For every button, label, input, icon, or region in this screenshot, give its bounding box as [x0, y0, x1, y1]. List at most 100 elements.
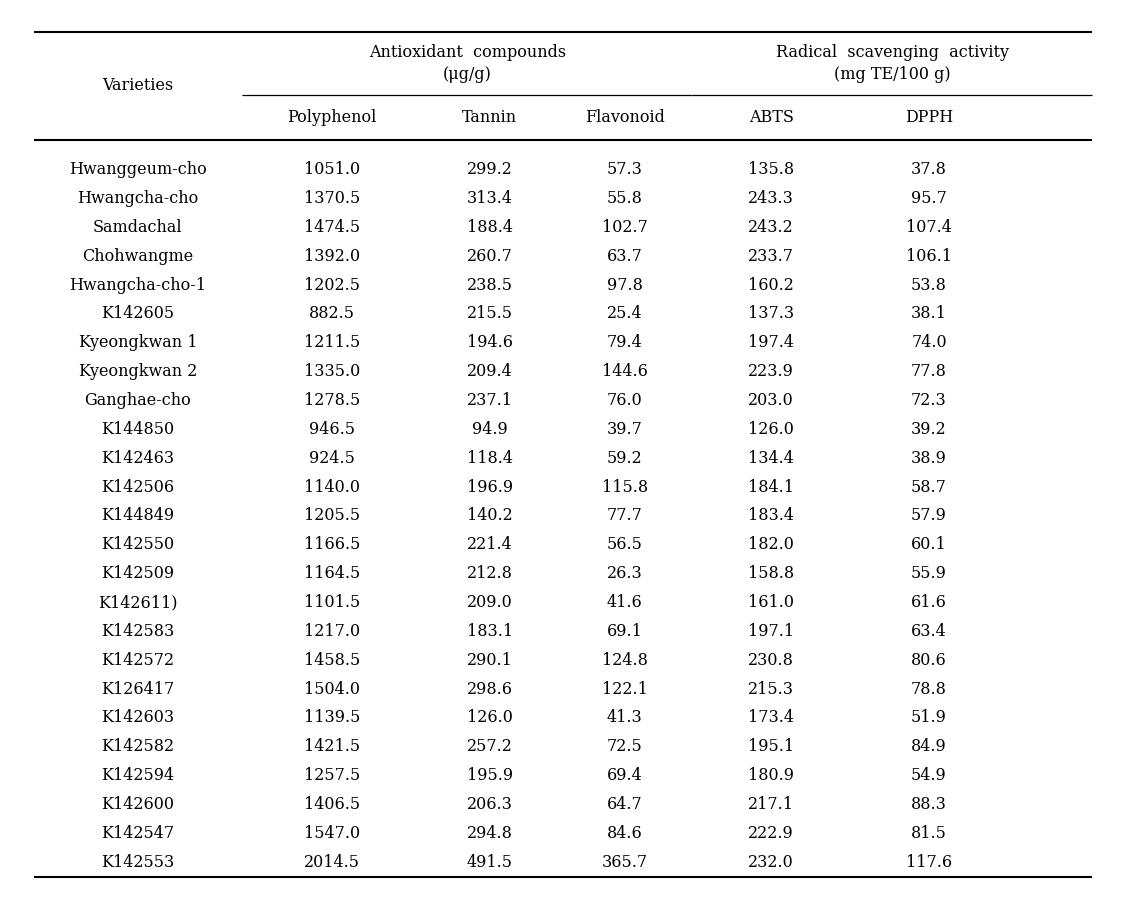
Text: 1335.0: 1335.0	[304, 364, 360, 380]
Text: ABTS: ABTS	[749, 109, 794, 125]
Text: 1205.5: 1205.5	[304, 508, 360, 524]
Text: 69.1: 69.1	[607, 623, 643, 640]
Text: 124.8: 124.8	[602, 652, 647, 668]
Text: 41.6: 41.6	[607, 594, 643, 611]
Text: Tannin: Tannin	[463, 109, 517, 125]
Text: 365.7: 365.7	[602, 854, 647, 870]
Text: 78.8: 78.8	[911, 681, 947, 697]
Text: 209.0: 209.0	[467, 594, 512, 611]
Text: 84.6: 84.6	[607, 825, 643, 842]
Text: 56.5: 56.5	[607, 537, 643, 553]
Text: K142603: K142603	[101, 710, 175, 726]
Text: 55.9: 55.9	[911, 566, 947, 582]
Text: 97.8: 97.8	[607, 277, 643, 293]
Text: Kyeongkwan 1: Kyeongkwan 1	[79, 335, 197, 351]
Text: K142600: K142600	[101, 796, 175, 813]
Text: 222.9: 222.9	[749, 825, 794, 842]
Text: 72.5: 72.5	[607, 739, 643, 755]
Text: 1406.5: 1406.5	[304, 796, 360, 813]
Text: 1370.5: 1370.5	[304, 190, 360, 207]
Text: 1202.5: 1202.5	[304, 277, 360, 293]
Text: K142463: K142463	[101, 450, 175, 466]
Text: 1278.5: 1278.5	[304, 392, 360, 409]
Text: 51.9: 51.9	[911, 710, 947, 726]
Text: 257.2: 257.2	[467, 739, 512, 755]
Text: 106.1: 106.1	[906, 248, 951, 264]
Text: 180.9: 180.9	[749, 768, 794, 784]
Text: 79.4: 79.4	[607, 335, 643, 351]
Text: K142611): K142611)	[98, 594, 178, 611]
Text: 38.9: 38.9	[911, 450, 947, 466]
Text: 1164.5: 1164.5	[304, 566, 360, 582]
Text: 232.0: 232.0	[749, 854, 794, 870]
Text: 94.9: 94.9	[472, 421, 508, 437]
Text: 77.8: 77.8	[911, 364, 947, 380]
Text: 160.2: 160.2	[749, 277, 794, 293]
Text: Ganghae-cho: Ganghae-cho	[84, 392, 191, 409]
Text: K144849: K144849	[101, 508, 175, 524]
Text: 122.1: 122.1	[602, 681, 647, 697]
Text: 53.8: 53.8	[911, 277, 947, 293]
Text: 81.5: 81.5	[911, 825, 947, 842]
Text: K126417: K126417	[101, 681, 175, 697]
Text: Chohwangme: Chohwangme	[82, 248, 194, 264]
Text: 58.7: 58.7	[911, 479, 947, 495]
Text: 188.4: 188.4	[467, 219, 512, 235]
Text: 299.2: 299.2	[467, 161, 512, 178]
Text: 182.0: 182.0	[749, 537, 794, 553]
Text: Hwanggeum-cho: Hwanggeum-cho	[69, 161, 207, 178]
Text: Radical  scavenging  activity
(mg TE/100 g): Radical scavenging activity (mg TE/100 g…	[776, 43, 1009, 83]
Text: 76.0: 76.0	[607, 392, 643, 409]
Text: 88.3: 88.3	[911, 796, 947, 813]
Text: 217.1: 217.1	[749, 796, 794, 813]
Text: 197.4: 197.4	[749, 335, 794, 351]
Text: 77.7: 77.7	[607, 508, 643, 524]
Text: 243.2: 243.2	[749, 219, 794, 235]
Text: 57.9: 57.9	[911, 508, 947, 524]
Text: 144.6: 144.6	[602, 364, 647, 380]
Text: 491.5: 491.5	[467, 854, 512, 870]
Text: 195.9: 195.9	[467, 768, 512, 784]
Text: 54.9: 54.9	[911, 768, 947, 784]
Text: 63.4: 63.4	[911, 623, 947, 640]
Text: 158.8: 158.8	[749, 566, 794, 582]
Text: K142572: K142572	[101, 652, 175, 668]
Text: 39.2: 39.2	[911, 421, 947, 437]
Text: K142506: K142506	[101, 479, 175, 495]
Text: 221.4: 221.4	[467, 537, 512, 553]
Text: 313.4: 313.4	[467, 190, 512, 207]
Text: 60.1: 60.1	[911, 537, 947, 553]
Text: 1504.0: 1504.0	[304, 681, 360, 697]
Text: DPPH: DPPH	[905, 109, 953, 125]
Text: K142582: K142582	[101, 739, 175, 755]
Text: 203.0: 203.0	[749, 392, 794, 409]
Text: 290.1: 290.1	[467, 652, 512, 668]
Text: 37.8: 37.8	[911, 161, 947, 178]
Text: 183.4: 183.4	[749, 508, 794, 524]
Text: Varieties: Varieties	[102, 78, 173, 94]
Text: 1211.5: 1211.5	[304, 335, 360, 351]
Text: 117.6: 117.6	[906, 854, 951, 870]
Text: 61.6: 61.6	[911, 594, 947, 611]
Text: Antioxidant  compounds
(μg/g): Antioxidant compounds (μg/g)	[368, 43, 566, 83]
Text: 882.5: 882.5	[310, 306, 355, 322]
Text: K142547: K142547	[101, 825, 175, 842]
Text: 126.0: 126.0	[467, 710, 512, 726]
Text: 25.4: 25.4	[607, 306, 643, 322]
Text: 1051.0: 1051.0	[304, 161, 360, 178]
Text: K142550: K142550	[101, 537, 175, 553]
Text: 57.3: 57.3	[607, 161, 643, 178]
Text: 118.4: 118.4	[467, 450, 512, 466]
Text: 26.3: 26.3	[607, 566, 643, 582]
Text: 80.6: 80.6	[911, 652, 947, 668]
Text: 1101.5: 1101.5	[304, 594, 360, 611]
Text: 107.4: 107.4	[906, 219, 951, 235]
Text: 137.3: 137.3	[749, 306, 794, 322]
Text: 924.5: 924.5	[310, 450, 355, 466]
Text: 38.1: 38.1	[911, 306, 947, 322]
Text: 69.4: 69.4	[607, 768, 643, 784]
Text: 1140.0: 1140.0	[304, 479, 360, 495]
Text: 206.3: 206.3	[467, 796, 512, 813]
Text: Samdachal: Samdachal	[93, 219, 182, 235]
Text: 41.3: 41.3	[607, 710, 643, 726]
